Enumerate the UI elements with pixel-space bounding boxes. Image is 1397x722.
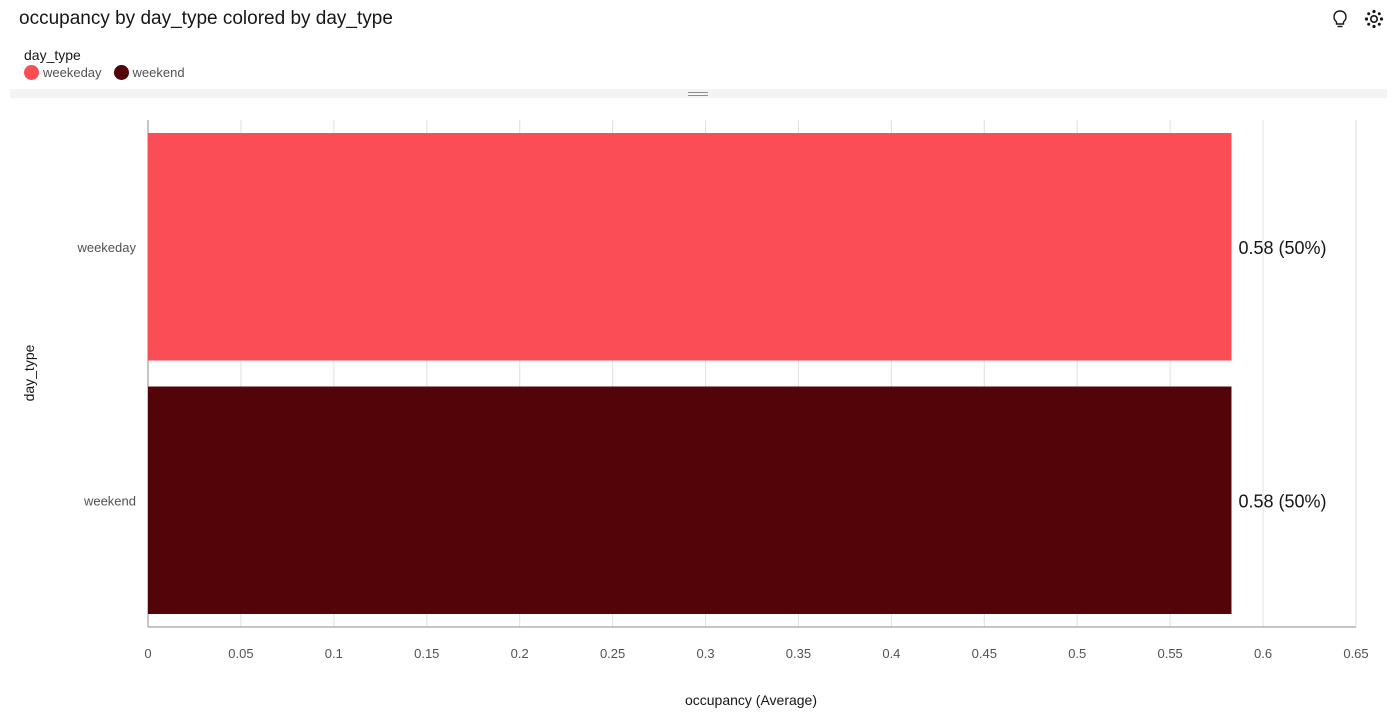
legend-swatch	[113, 65, 129, 80]
legend-label: weekend	[132, 65, 185, 80]
legend-title: day_type	[24, 47, 81, 63]
drag-handle[interactable]	[688, 91, 708, 97]
bar-weekeday[interactable]	[148, 133, 1232, 361]
data-labels: 0.58 (50%) 0.58 (50%)	[1238, 238, 1326, 512]
settings-icon[interactable]	[1363, 8, 1385, 30]
legend-swatch	[24, 65, 39, 80]
bar-weekend[interactable]	[148, 386, 1232, 615]
x-tick-label: 0.35	[786, 646, 811, 661]
chart-title: occupancy by day_type colored by day_typ…	[19, 8, 393, 29]
x-axis-label: occupancy (Average)	[685, 692, 817, 708]
y-tick-label: weekend	[83, 493, 136, 508]
x-tick-label: 0.5	[1068, 646, 1086, 661]
legend: day_type weekeday weekend	[24, 47, 185, 80]
y-tick-label: weekeday	[76, 240, 136, 255]
x-tick-label: 0.6	[1254, 646, 1272, 661]
lightbulb-icon[interactable]	[1329, 8, 1351, 30]
x-tick-label: 0.1	[325, 646, 343, 661]
x-axis-ticks: 0 0.05 0.1 0.15 0.2 0.25 0.3 0.35 0.4 0.45 0.5 0.55…	[144, 646, 1368, 661]
x-tick-label: 0.15	[414, 646, 439, 661]
legend-item-weekeday[interactable]: weekeday	[24, 65, 102, 80]
x-tick-label: 0.4	[882, 646, 900, 661]
header-icons	[1329, 8, 1385, 30]
x-tick-label: 0.2	[511, 646, 529, 661]
x-tick-label: 0.45	[972, 646, 997, 661]
bars	[148, 133, 1232, 615]
x-tick-label: 0.05	[228, 646, 253, 661]
bar-value-label: 0.58 (50%)	[1238, 238, 1326, 258]
legend-label: weekeday	[43, 65, 102, 80]
bar-value-label: 0.58 (50%)	[1238, 491, 1326, 511]
x-tick-label: 0	[144, 646, 151, 661]
y-axis-ticks: weekeday weekend	[76, 240, 136, 509]
x-tick-label: 0.3	[696, 646, 714, 661]
x-tick-label: 0.55	[1157, 646, 1182, 661]
legend-item-weekend[interactable]: weekend	[113, 65, 185, 80]
x-tick-label: 0.25	[600, 646, 625, 661]
panel-divider	[10, 89, 1387, 98]
x-tick-label: 0.65	[1343, 646, 1368, 661]
y-axis-label: day_type	[21, 344, 37, 401]
